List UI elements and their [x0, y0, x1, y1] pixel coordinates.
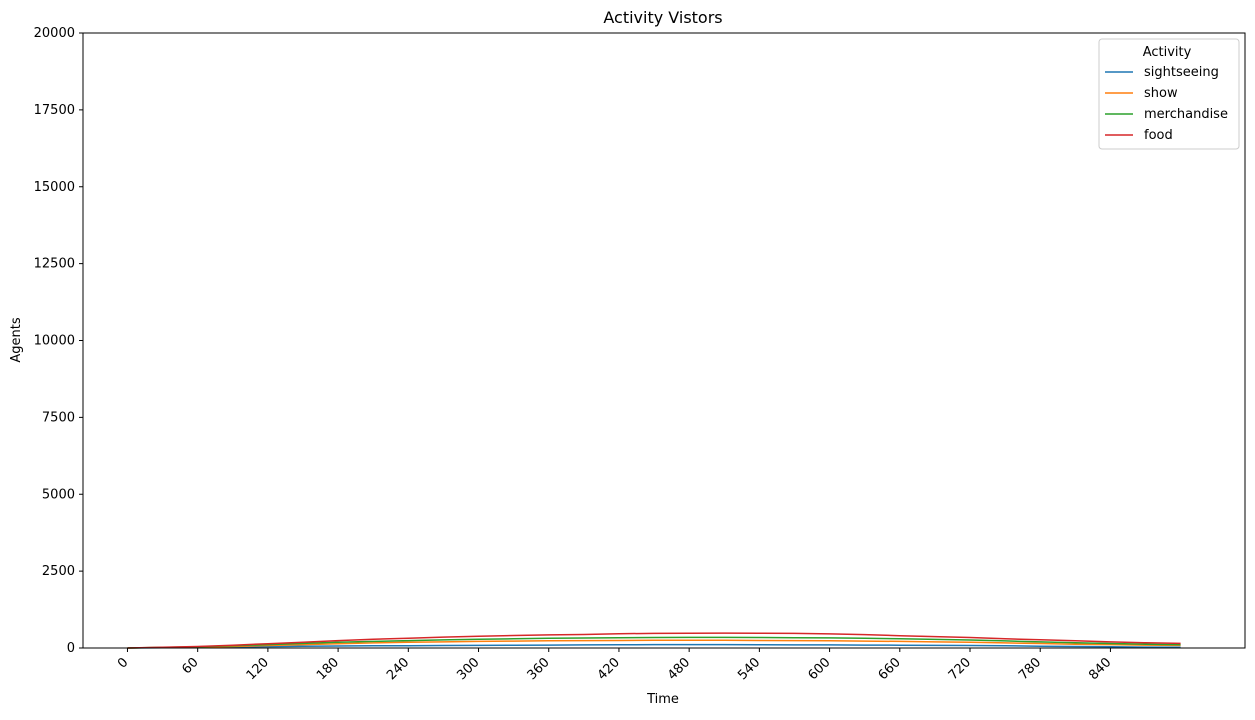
x-tick-label: 840: [1086, 655, 1114, 683]
x-tick-label: 360: [525, 655, 553, 683]
legend-label-food: food: [1144, 128, 1173, 143]
legend: Activity sightseeing show merchandise food: [1098, 38, 1240, 150]
y-tick-label: 0: [67, 641, 75, 656]
x-tick-label: 120: [244, 655, 272, 683]
y-tick-label: 20000: [34, 26, 75, 41]
x-axis-label: Time: [646, 692, 679, 707]
x-tick-label: 780: [1016, 655, 1044, 683]
x-tick-label: 540: [735, 655, 763, 683]
legend-label-sightseeing: sightseeing: [1144, 65, 1219, 80]
y-tick-label: 12500: [34, 257, 75, 272]
legend-label-merchandise: merchandise: [1144, 107, 1228, 122]
x-tick-label: 300: [454, 655, 482, 683]
y-tick-label: 17500: [34, 103, 75, 118]
x-tick-label: 240: [384, 655, 412, 683]
x-tick-label: 480: [665, 655, 693, 683]
legend-title: Activity: [1143, 45, 1192, 60]
series-line-merchandise: [127, 636, 1181, 649]
x-tick-label: 0: [115, 655, 131, 671]
y-tick-label: 7500: [42, 410, 75, 425]
x-tick-label: 420: [595, 655, 623, 683]
legend-box: [1098, 38, 1240, 150]
series-line-show: [127, 639, 1181, 649]
x-tick-label: 660: [876, 655, 904, 683]
x-tick-label: 180: [314, 655, 342, 683]
series-line-food: [127, 632, 1181, 649]
y-tick-label: 15000: [34, 180, 75, 195]
y-tick-label: 2500: [42, 564, 75, 579]
plot-area: [127, 632, 1181, 649]
axes: 0 2500 5000 7500 10000 12500 15000 17500 20000 0 6…: [34, 26, 1246, 683]
y-tick-label: 10000: [34, 334, 75, 349]
x-tick-label: 60: [179, 655, 201, 677]
x-tick-label: 600: [805, 655, 833, 683]
y-axis-label: Agents: [9, 317, 24, 362]
legend-label-show: show: [1144, 86, 1178, 101]
plot-frame: [82, 32, 1246, 649]
x-tick-label: 720: [946, 655, 974, 683]
y-tick-label: 5000: [42, 487, 75, 502]
series-line-sightseeing: [127, 643, 1181, 649]
chart-title: Activity Vistors: [603, 8, 722, 27]
